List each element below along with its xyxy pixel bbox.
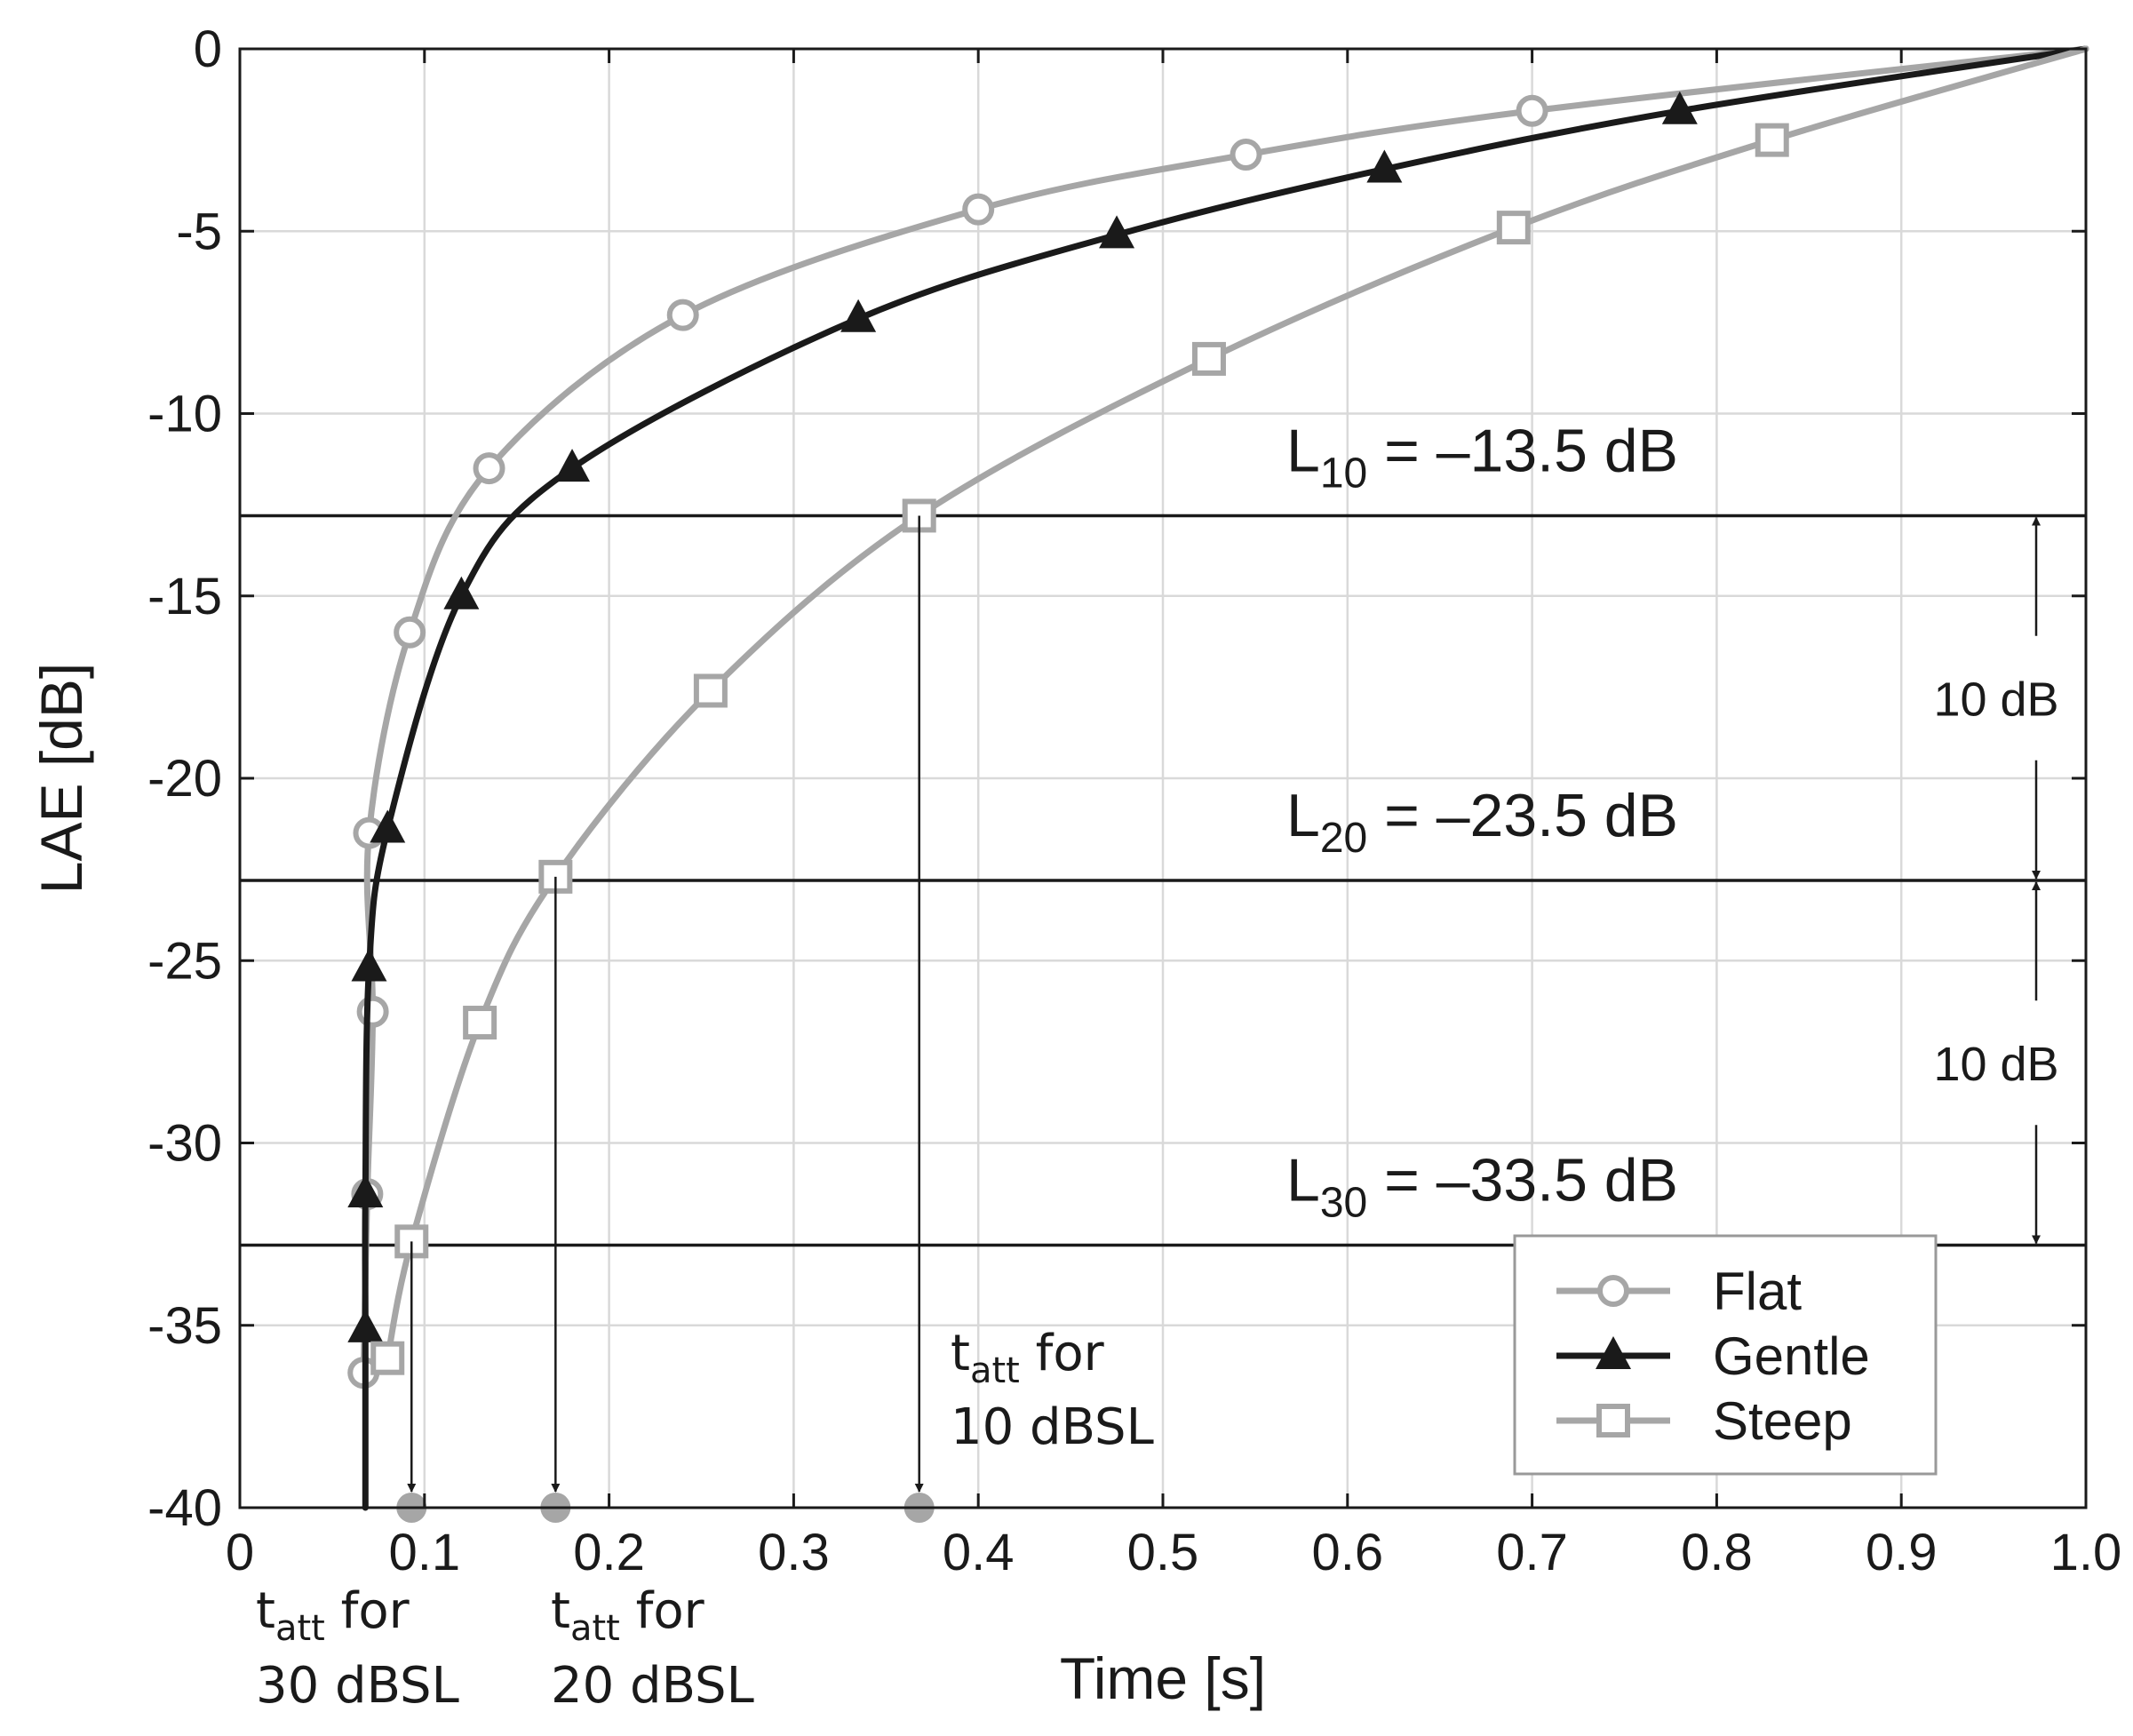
data-point <box>962 193 995 226</box>
y-tick-label: -40 <box>147 1479 222 1537</box>
data-point <box>463 1006 497 1040</box>
reference-label: L20 = –23.5 dB <box>1286 782 1678 862</box>
x-tick-label: 0.6 <box>1311 1524 1383 1581</box>
gap-label: 10 dB <box>1933 673 2058 727</box>
series-flat <box>347 45 2089 1390</box>
data-point <box>347 1174 384 1207</box>
legend-item-gentle: Gentle <box>1556 1326 1870 1386</box>
x-tick-label: 0.9 <box>1866 1524 1938 1581</box>
legend-swatch-marker <box>1596 1336 1631 1369</box>
tick-labels: 0 0.1 0.2 0.3 0.4 0.5 0.6 0.7 0.8 0.9 1.0 0 -5 -10 -15… <box>147 20 2121 1581</box>
y-tick-label: -5 <box>176 203 222 260</box>
reference-label: L10 = –13.5 dB <box>1286 417 1678 497</box>
tatt-label-line2: 10 dBSL <box>951 1398 1154 1456</box>
legend-label: Flat <box>1713 1262 1802 1321</box>
legend-swatch-marker <box>1597 1275 1629 1307</box>
series-steep <box>370 45 2089 1375</box>
x-tick-label: 0 <box>226 1524 254 1581</box>
data-point <box>1496 211 1531 245</box>
data-point <box>1661 91 1698 124</box>
data-point <box>370 1341 405 1375</box>
y-axis-label-text: LAE [dB] <box>28 663 94 895</box>
data-point <box>394 616 426 649</box>
y-axis-label: LAE [dB] <box>28 663 94 895</box>
data-point <box>356 995 389 1028</box>
y-tick-label: -20 <box>147 750 222 808</box>
x-axis-label: Time [s] <box>1060 1645 1266 1711</box>
tatt-label-line1: tatt for <box>951 1325 1105 1391</box>
y-tick-label: -25 <box>147 932 222 990</box>
tatt-label-line1: tatt for <box>256 1582 410 1649</box>
tatt-label-line1: tatt for <box>551 1582 705 1649</box>
gap-label: 10 dB <box>1933 1038 2058 1091</box>
series-gentle <box>347 45 2089 1511</box>
legend-item-flat: Flat <box>1556 1262 1802 1321</box>
x-tick-label: 0.5 <box>1127 1524 1199 1581</box>
y-tick-label: -35 <box>147 1297 222 1355</box>
data-point <box>1230 139 1262 171</box>
data-point <box>473 452 505 485</box>
data-point <box>1099 215 1135 249</box>
data-point <box>1366 149 1403 183</box>
data-point <box>1191 341 1226 376</box>
x-tick-label: 0.7 <box>1496 1524 1568 1581</box>
data-point <box>347 1309 384 1342</box>
legend-swatch-marker <box>1596 1404 1630 1437</box>
x-tick-label: 0.4 <box>943 1524 1015 1581</box>
x-tick-label: 0.3 <box>758 1524 830 1581</box>
series-line <box>360 45 2089 1376</box>
legend-label: Steep <box>1713 1391 1852 1451</box>
y-tick-label: -10 <box>147 386 222 443</box>
data-point <box>1755 123 1789 157</box>
legend-item-steep: Steep <box>1556 1391 1852 1451</box>
y-tick-label: -15 <box>147 568 222 625</box>
data-point <box>351 948 387 982</box>
data-point <box>693 673 728 708</box>
y-tick-label: 0 <box>194 20 222 78</box>
tatt-label-line2: 20 dBSL <box>551 1657 754 1715</box>
data-point <box>1516 94 1548 127</box>
annotations: tatt for 30 dBSL tatt for 20 dBSL tatt for 10… <box>256 515 2059 1715</box>
data-point <box>554 449 591 482</box>
tatt-label-line2: 30 dBSL <box>256 1657 459 1715</box>
series-group <box>347 45 2089 1511</box>
x-tick-label: 1.0 <box>2050 1524 2122 1581</box>
series-line <box>384 45 2089 1362</box>
x-tick-label: 0.1 <box>388 1524 460 1581</box>
reference-label: L30 = –33.5 dB <box>1286 1146 1678 1226</box>
data-point <box>666 299 699 331</box>
y-tick-label: -30 <box>147 1115 222 1173</box>
data-point <box>840 299 877 332</box>
x-tick-label: 0.8 <box>1681 1524 1753 1581</box>
legend-label: Gentle <box>1713 1326 1870 1386</box>
x-tick-label: 0.2 <box>573 1524 645 1581</box>
data-point <box>370 809 406 843</box>
data-point <box>443 576 480 609</box>
